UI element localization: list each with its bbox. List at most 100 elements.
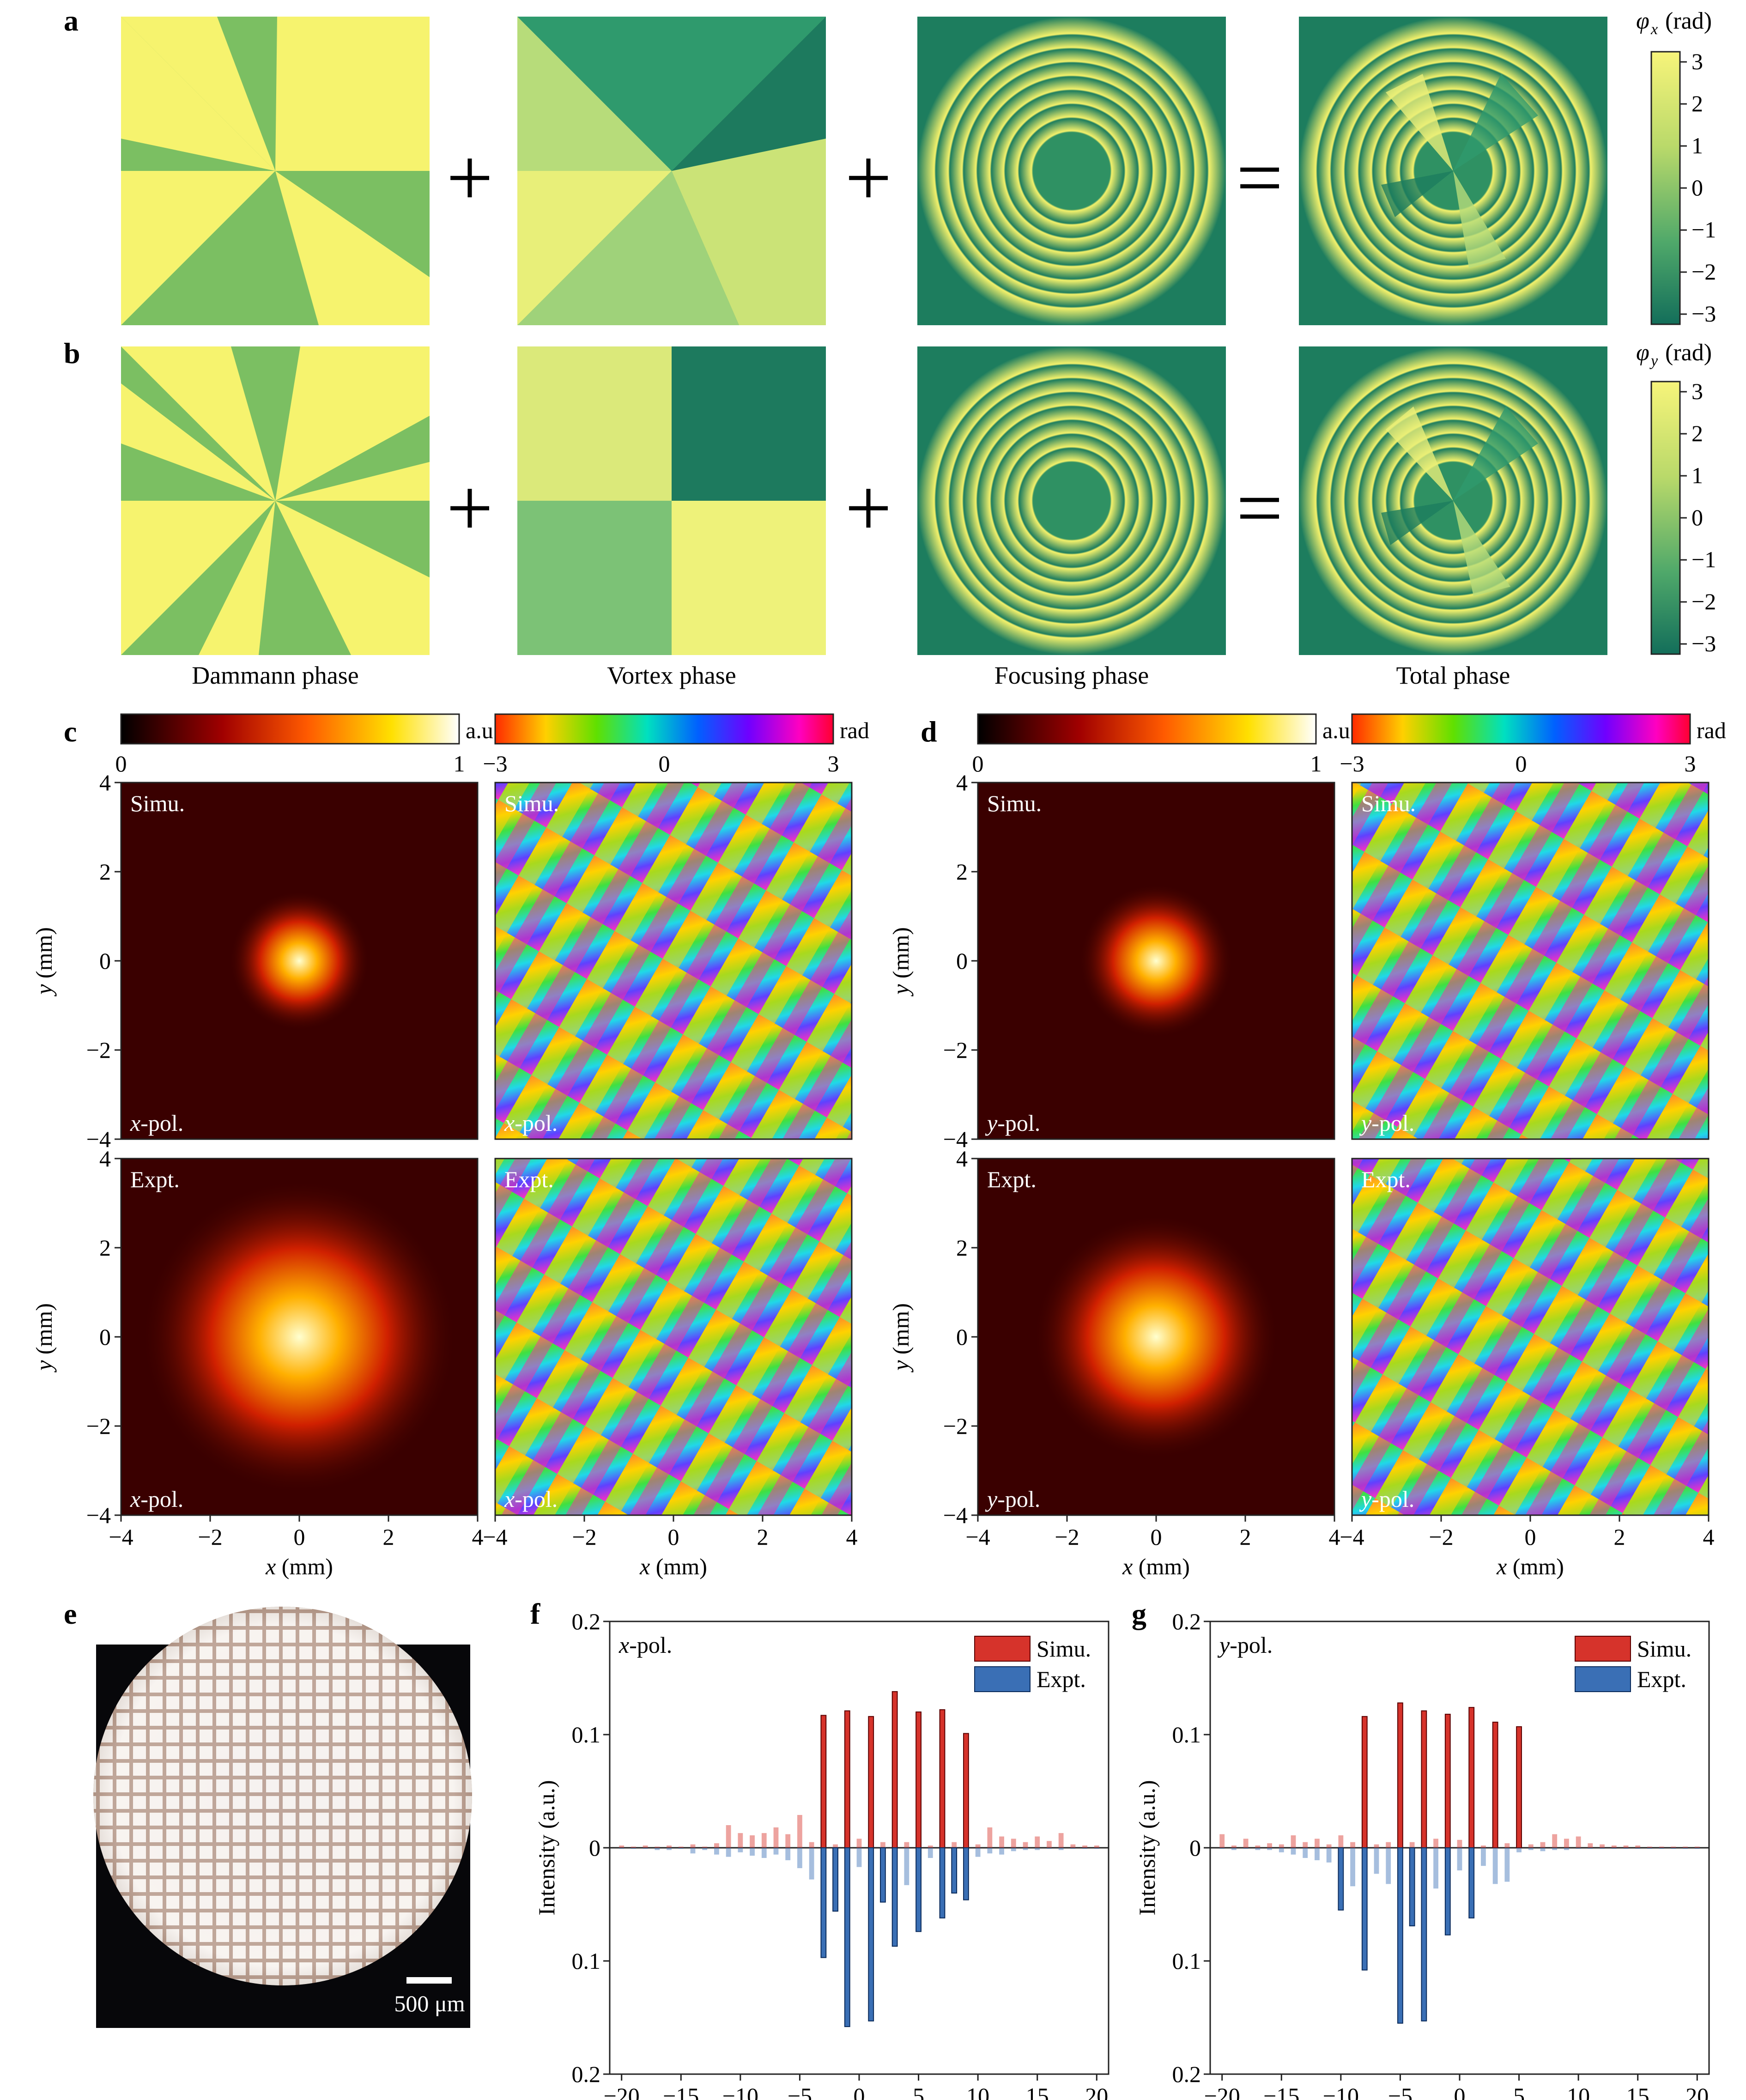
- bar-expt: [1421, 1847, 1427, 2021]
- bar-simu: [1255, 1845, 1261, 1848]
- bar-simu: [1303, 1842, 1308, 1848]
- bar-simu: [1243, 1839, 1249, 1848]
- map-tag: Expt.: [987, 1166, 1037, 1192]
- bar-simu: [1267, 1843, 1272, 1848]
- colorbar-tick-label: −1: [1691, 546, 1716, 572]
- map-tag: Expt.: [504, 1166, 554, 1192]
- phase-colorbar: [494, 713, 834, 745]
- bar-expt: [1588, 1848, 1593, 1849]
- colorbar-unit: (rad): [1665, 340, 1712, 366]
- bar-expt: [1070, 1848, 1076, 1849]
- bar-expt: [1481, 1848, 1486, 1866]
- colorbar-tick-label: 1: [1691, 462, 1703, 488]
- colorbar-unit: (rad): [1665, 8, 1712, 34]
- bar-simu: [1338, 1835, 1344, 1848]
- panel-label-d: d: [921, 715, 937, 748]
- map-tag: Expt.: [130, 1166, 180, 1192]
- bar-expt: [1623, 1848, 1629, 1849]
- bar-expt: [1694, 1848, 1700, 1849]
- map-tag: Simu.: [1361, 790, 1416, 816]
- bar-simu: [1315, 1839, 1320, 1848]
- x-tick-label: 0: [1454, 2083, 1466, 2100]
- bar-simu: [891, 1691, 898, 1848]
- bar-simu: [643, 1845, 648, 1848]
- bar-simu: [1291, 1835, 1296, 1848]
- bar-simu: [1219, 1834, 1225, 1848]
- x-tick-label: 2: [383, 1524, 394, 1550]
- bar-expt: [1326, 1848, 1332, 1863]
- phase-colorbar: [1351, 713, 1691, 745]
- bar-expt: [1552, 1848, 1558, 1850]
- bar-simu: [915, 1712, 922, 1848]
- y-axis-label: Intensity (a.u.): [1134, 1780, 1160, 1916]
- bar-simu: [1374, 1844, 1379, 1848]
- bar-simu: [844, 1710, 850, 1849]
- bar-expt: [1528, 1848, 1534, 1850]
- bar-simu: [1023, 1842, 1028, 1848]
- bar-expt: [1504, 1848, 1510, 1882]
- bar-expt: [1647, 1848, 1652, 1849]
- polarization-tag: x-pol.: [504, 1486, 558, 1512]
- bar-expt: [844, 1847, 850, 2027]
- bar-simu: [952, 1842, 957, 1848]
- legend-swatch-expt: [974, 1666, 1031, 1692]
- colorbar-tick-label: 2: [1691, 91, 1703, 116]
- bar-simu: [1600, 1844, 1605, 1848]
- vortex-phase-map-a: [517, 17, 826, 325]
- colorbar-tick-label: −3: [1691, 301, 1716, 327]
- bar-simu: [1070, 1844, 1076, 1848]
- polarization-tag: y-pol.: [1359, 1110, 1414, 1136]
- plus-operator: +: [845, 462, 892, 554]
- x-tick-label: 10: [1567, 2083, 1590, 2100]
- x-tick-label: −4: [109, 1524, 133, 1550]
- focusing-phase-map-a: [917, 17, 1226, 325]
- bar-expt: [619, 1848, 624, 1849]
- map-frame: [1351, 782, 1710, 1140]
- x-tick-label: −2: [572, 1524, 596, 1550]
- x-tick-label: 0: [1525, 1524, 1536, 1550]
- y-tick-label: 0: [99, 1324, 111, 1350]
- bar-expt: [1433, 1848, 1438, 1889]
- bar-simu: [999, 1836, 1004, 1848]
- polarization-tag: x-pol.: [130, 1110, 183, 1136]
- bar-expt: [1671, 1848, 1676, 1849]
- legend-label-simu: Simu.: [1637, 1636, 1691, 1662]
- bar-simu: [1528, 1844, 1534, 1848]
- y-tick-label: 0: [99, 948, 111, 974]
- caption-dammann: Dammann phase: [192, 662, 358, 689]
- scale-bar-label: 500 μm: [394, 1991, 465, 2016]
- x-tick-label: −5: [1388, 2083, 1413, 2100]
- x-tick-label: 4: [846, 1524, 858, 1550]
- y-tick-label: 0: [1189, 1835, 1201, 1861]
- x-tick-label: 2: [757, 1524, 769, 1550]
- y-tick-label: −4: [86, 1126, 111, 1152]
- bar-expt: [856, 1848, 862, 1867]
- y-tick-label: −4: [943, 1502, 968, 1528]
- bar-simu: [667, 1845, 672, 1848]
- x-tick-label: −4: [483, 1524, 507, 1550]
- bar-simu: [963, 1733, 969, 1849]
- x-tick-label: −20: [1204, 2083, 1240, 2100]
- bar-expt: [928, 1848, 933, 1858]
- phase-map: [495, 1159, 852, 1515]
- map-tag: Simu.: [130, 790, 185, 816]
- x-tick-label: −2: [1055, 1524, 1079, 1550]
- plus-operator: +: [845, 132, 892, 224]
- x-tick-label: −2: [1429, 1524, 1453, 1550]
- bar-simu: [1231, 1845, 1237, 1848]
- bar-simu: [690, 1844, 696, 1848]
- phase-colorbar-y: φ y (rad) 3 2 1 0 −1 −2 −3: [1636, 340, 1716, 656]
- panel-label-a: a: [64, 4, 79, 37]
- total-phase-map-a: [1299, 17, 1607, 325]
- x-tick-label: 15: [1626, 2083, 1649, 2100]
- bar-expt: [797, 1848, 802, 1869]
- bar-expt: [1611, 1848, 1617, 1849]
- bar-simu: [1671, 1846, 1676, 1848]
- panel-g: g 0.20.100.10.2−20−15−10−505101520OAM mo…: [1132, 1597, 1710, 2100]
- panel-label-f: f: [530, 1597, 540, 1630]
- plus-operator: +: [446, 462, 493, 554]
- x-tick-label: −20: [604, 2083, 640, 2100]
- x-axis-label: x (mm): [265, 1554, 333, 1579]
